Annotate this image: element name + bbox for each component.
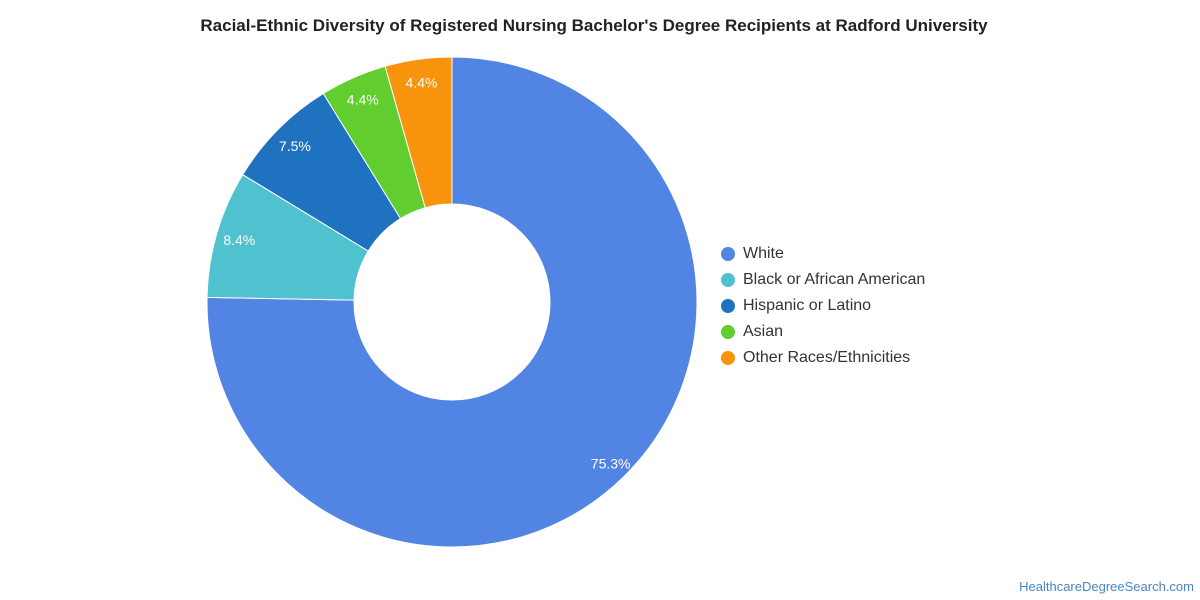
source-watermark[interactable]: HealthcareDegreeSearch.com (1019, 579, 1194, 594)
legend-label: White (743, 245, 784, 262)
slice-labels: 75.3% 8.4% 7.5% 4.4% 4.4% (223, 75, 630, 472)
slice-label-4: 4.4% (406, 75, 438, 91)
legend-item-black-or-african-american[interactable]: Black or African American (721, 267, 925, 293)
legend-swatch (721, 351, 735, 365)
legend-swatch (721, 247, 735, 261)
chart-title: Racial-Ethnic Diversity of Registered Nu… (200, 16, 988, 35)
legend-item-asian[interactable]: Asian (721, 319, 925, 345)
slice-white[interactable] (206, 56, 698, 548)
slice-label-0: 75.3% (591, 456, 631, 472)
legend-swatch (721, 325, 735, 339)
chart-legend: White Black or African American Hispanic o… (721, 241, 925, 371)
legend-item-other-races-ethnicities[interactable]: Other Races/Ethnicities (721, 345, 925, 371)
slice-other-races-ethnicities[interactable] (384, 56, 453, 209)
legend-item-hispanic-or-latino[interactable]: Hispanic or Latino (721, 293, 925, 319)
slice-label-1: 8.4% (223, 232, 255, 248)
slice-label-2: 7.5% (279, 138, 311, 154)
donut-slices (206, 56, 698, 548)
legend-item-white[interactable]: White (721, 241, 925, 267)
legend-label: Black or African American (743, 271, 926, 288)
legend-label: Asian (743, 323, 784, 340)
legend-swatch (721, 273, 735, 287)
legend-swatch (721, 299, 735, 313)
legend-label: Hispanic or Latino (743, 297, 872, 314)
slice-label-3: 4.4% (347, 91, 379, 107)
legend-label: Other Races/Ethnicities (743, 349, 911, 366)
